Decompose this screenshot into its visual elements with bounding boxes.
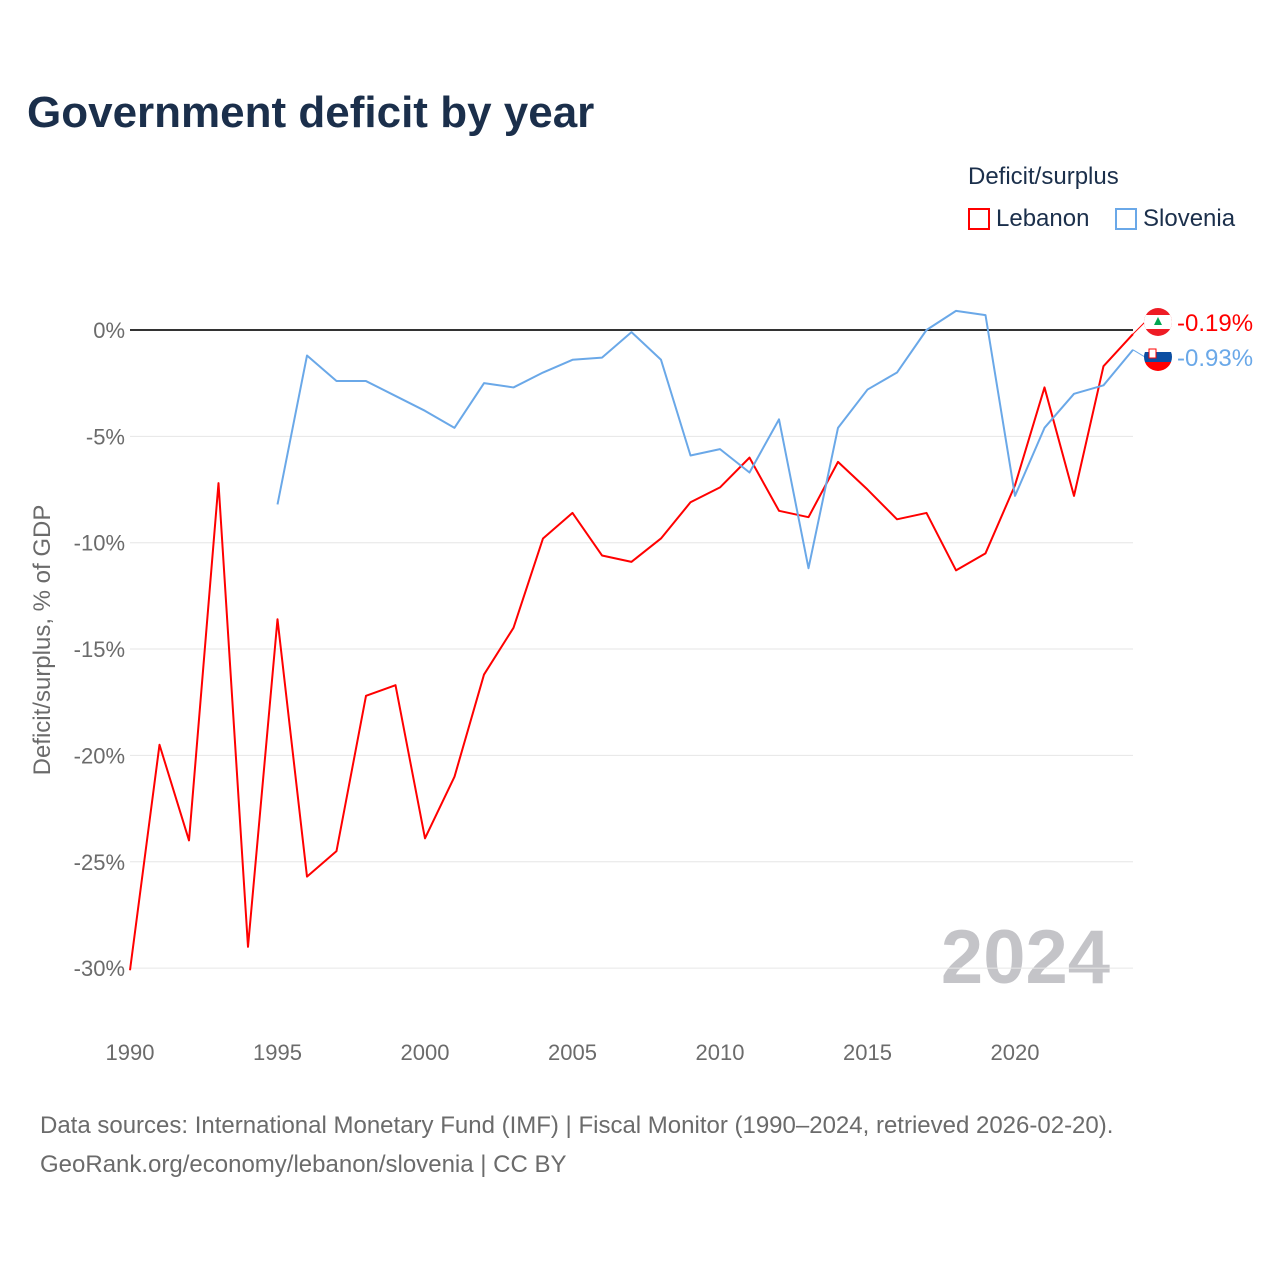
- data-point-lebanon[interactable]: [481, 672, 487, 678]
- data-point-slovenia[interactable]: [422, 408, 428, 414]
- data-point-lebanon[interactable]: [157, 742, 163, 748]
- y-tick-label: -30%: [74, 956, 125, 981]
- x-tick-label: 2005: [548, 1040, 597, 1065]
- data-point-lebanon[interactable]: [1101, 363, 1107, 369]
- data-point-lebanon[interactable]: [599, 552, 605, 558]
- data-point-slovenia[interactable]: [1101, 382, 1107, 388]
- legend-swatch-lebanon: [968, 208, 990, 230]
- y-tick-label: -25%: [74, 850, 125, 875]
- data-point-lebanon[interactable]: [393, 682, 399, 688]
- data-point-slovenia[interactable]: [540, 370, 546, 376]
- x-tick-label: 2010: [696, 1040, 745, 1065]
- data-point-lebanon[interactable]: [127, 967, 133, 973]
- data-point-slovenia[interactable]: [452, 425, 458, 431]
- year-watermark: 2024: [941, 915, 1110, 1000]
- data-point-lebanon[interactable]: [894, 516, 900, 522]
- data-point-lebanon[interactable]: [629, 559, 635, 565]
- data-point-slovenia[interactable]: [1042, 425, 1048, 431]
- slovenia-flag-icon: [1144, 343, 1172, 371]
- data-point-lebanon[interactable]: [1042, 384, 1048, 390]
- footer-line-sources: Data sources: International Monetary Fun…: [40, 1112, 1114, 1139]
- y-tick-label: -15%: [74, 637, 125, 662]
- y-tick-label: 0%: [93, 318, 125, 343]
- end-connector: [1132, 349, 1146, 358]
- data-point-lebanon[interactable]: [924, 510, 930, 516]
- data-point-lebanon[interactable]: [570, 510, 576, 516]
- y-tick-label: -20%: [74, 743, 125, 768]
- lebanon-flag-icon: [1144, 308, 1172, 336]
- data-point-lebanon[interactable]: [304, 874, 310, 880]
- data-point-lebanon[interactable]: [245, 944, 251, 950]
- x-tick-label: 1990: [106, 1040, 155, 1065]
- end-value-label: -0.93%: [1177, 345, 1253, 372]
- data-point-slovenia[interactable]: [776, 416, 782, 422]
- data-point-slovenia[interactable]: [599, 355, 605, 361]
- data-point-lebanon[interactable]: [776, 508, 782, 514]
- data-point-lebanon[interactable]: [1071, 493, 1077, 499]
- data-point-slovenia[interactable]: [363, 378, 369, 384]
- legend-label: Lebanon: [996, 205, 1090, 232]
- data-point-slovenia[interactable]: [511, 384, 517, 390]
- data-point-lebanon[interactable]: [658, 535, 664, 541]
- data-point-lebanon[interactable]: [363, 693, 369, 699]
- data-point-slovenia[interactable]: [629, 329, 635, 335]
- data-point-slovenia[interactable]: [953, 308, 959, 314]
- data-point-lebanon[interactable]: [452, 774, 458, 780]
- data-point-slovenia[interactable]: [481, 380, 487, 386]
- data-point-lebanon[interactable]: [186, 837, 192, 843]
- data-point-slovenia[interactable]: [717, 446, 723, 452]
- data-point-slovenia[interactable]: [806, 565, 812, 571]
- data-point-slovenia[interactable]: [393, 393, 399, 399]
- data-point-lebanon[interactable]: [511, 625, 517, 631]
- data-point-slovenia[interactable]: [1071, 391, 1077, 397]
- data-point-slovenia[interactable]: [304, 353, 310, 359]
- data-point-lebanon[interactable]: [334, 848, 340, 854]
- end-value-label: -0.19%: [1177, 310, 1253, 337]
- data-point-lebanon[interactable]: [275, 616, 281, 622]
- data-point-lebanon[interactable]: [422, 835, 428, 841]
- data-point-slovenia[interactable]: [894, 370, 900, 376]
- data-point-slovenia[interactable]: [334, 378, 340, 384]
- legend-title: Deficit/surplus: [968, 163, 1119, 190]
- data-point-slovenia[interactable]: [570, 357, 576, 363]
- end-connector: [1132, 321, 1146, 335]
- data-point-lebanon[interactable]: [806, 514, 812, 520]
- data-point-slovenia[interactable]: [983, 312, 989, 318]
- data-point-lebanon[interactable]: [688, 499, 694, 505]
- data-point-lebanon[interactable]: [835, 459, 841, 465]
- x-tick-label: 2015: [843, 1040, 892, 1065]
- footer-sources: Data sources: International Monetary Fun…: [40, 1106, 1113, 1184]
- data-point-lebanon[interactable]: [983, 550, 989, 556]
- data-point-slovenia[interactable]: [688, 452, 694, 458]
- data-point-slovenia[interactable]: [275, 501, 281, 507]
- y-tick-label: -5%: [86, 424, 125, 449]
- series-line-lebanon[interactable]: [129, 333, 1134, 971]
- data-point-lebanon[interactable]: [540, 535, 546, 541]
- data-point-lebanon[interactable]: [717, 484, 723, 490]
- footer-line-link[interactable]: GeoRank.org/economy/lebanon/slovenia | C…: [40, 1151, 567, 1178]
- series-line-slovenia[interactable]: [276, 309, 1134, 570]
- data-point-slovenia[interactable]: [924, 327, 930, 333]
- data-point-slovenia[interactable]: [658, 357, 664, 363]
- legend-swatch-slovenia: [1115, 208, 1137, 230]
- x-tick-label: 2000: [401, 1040, 450, 1065]
- data-point-slovenia[interactable]: [747, 470, 753, 476]
- y-tick-label: -10%: [74, 531, 125, 556]
- data-point-slovenia[interactable]: [835, 425, 841, 431]
- data-point-lebanon[interactable]: [216, 480, 222, 486]
- data-point-lebanon[interactable]: [953, 567, 959, 573]
- x-tick-label: 2020: [991, 1040, 1040, 1065]
- legend-item-slovenia[interactable]: Slovenia: [1115, 205, 1235, 233]
- legend-item-lebanon[interactable]: Lebanon: [968, 205, 1089, 233]
- x-tick-label: 1995: [253, 1040, 302, 1065]
- data-point-slovenia[interactable]: [865, 387, 871, 393]
- data-point-lebanon[interactable]: [747, 455, 753, 461]
- legend-label: Slovenia: [1143, 205, 1236, 232]
- chart-title: Government deficit by year: [27, 88, 595, 137]
- y-axis-label: Deficit/surplus, % of GDP: [29, 505, 56, 776]
- data-point-slovenia[interactable]: [1012, 493, 1018, 499]
- data-point-lebanon[interactable]: [865, 487, 871, 493]
